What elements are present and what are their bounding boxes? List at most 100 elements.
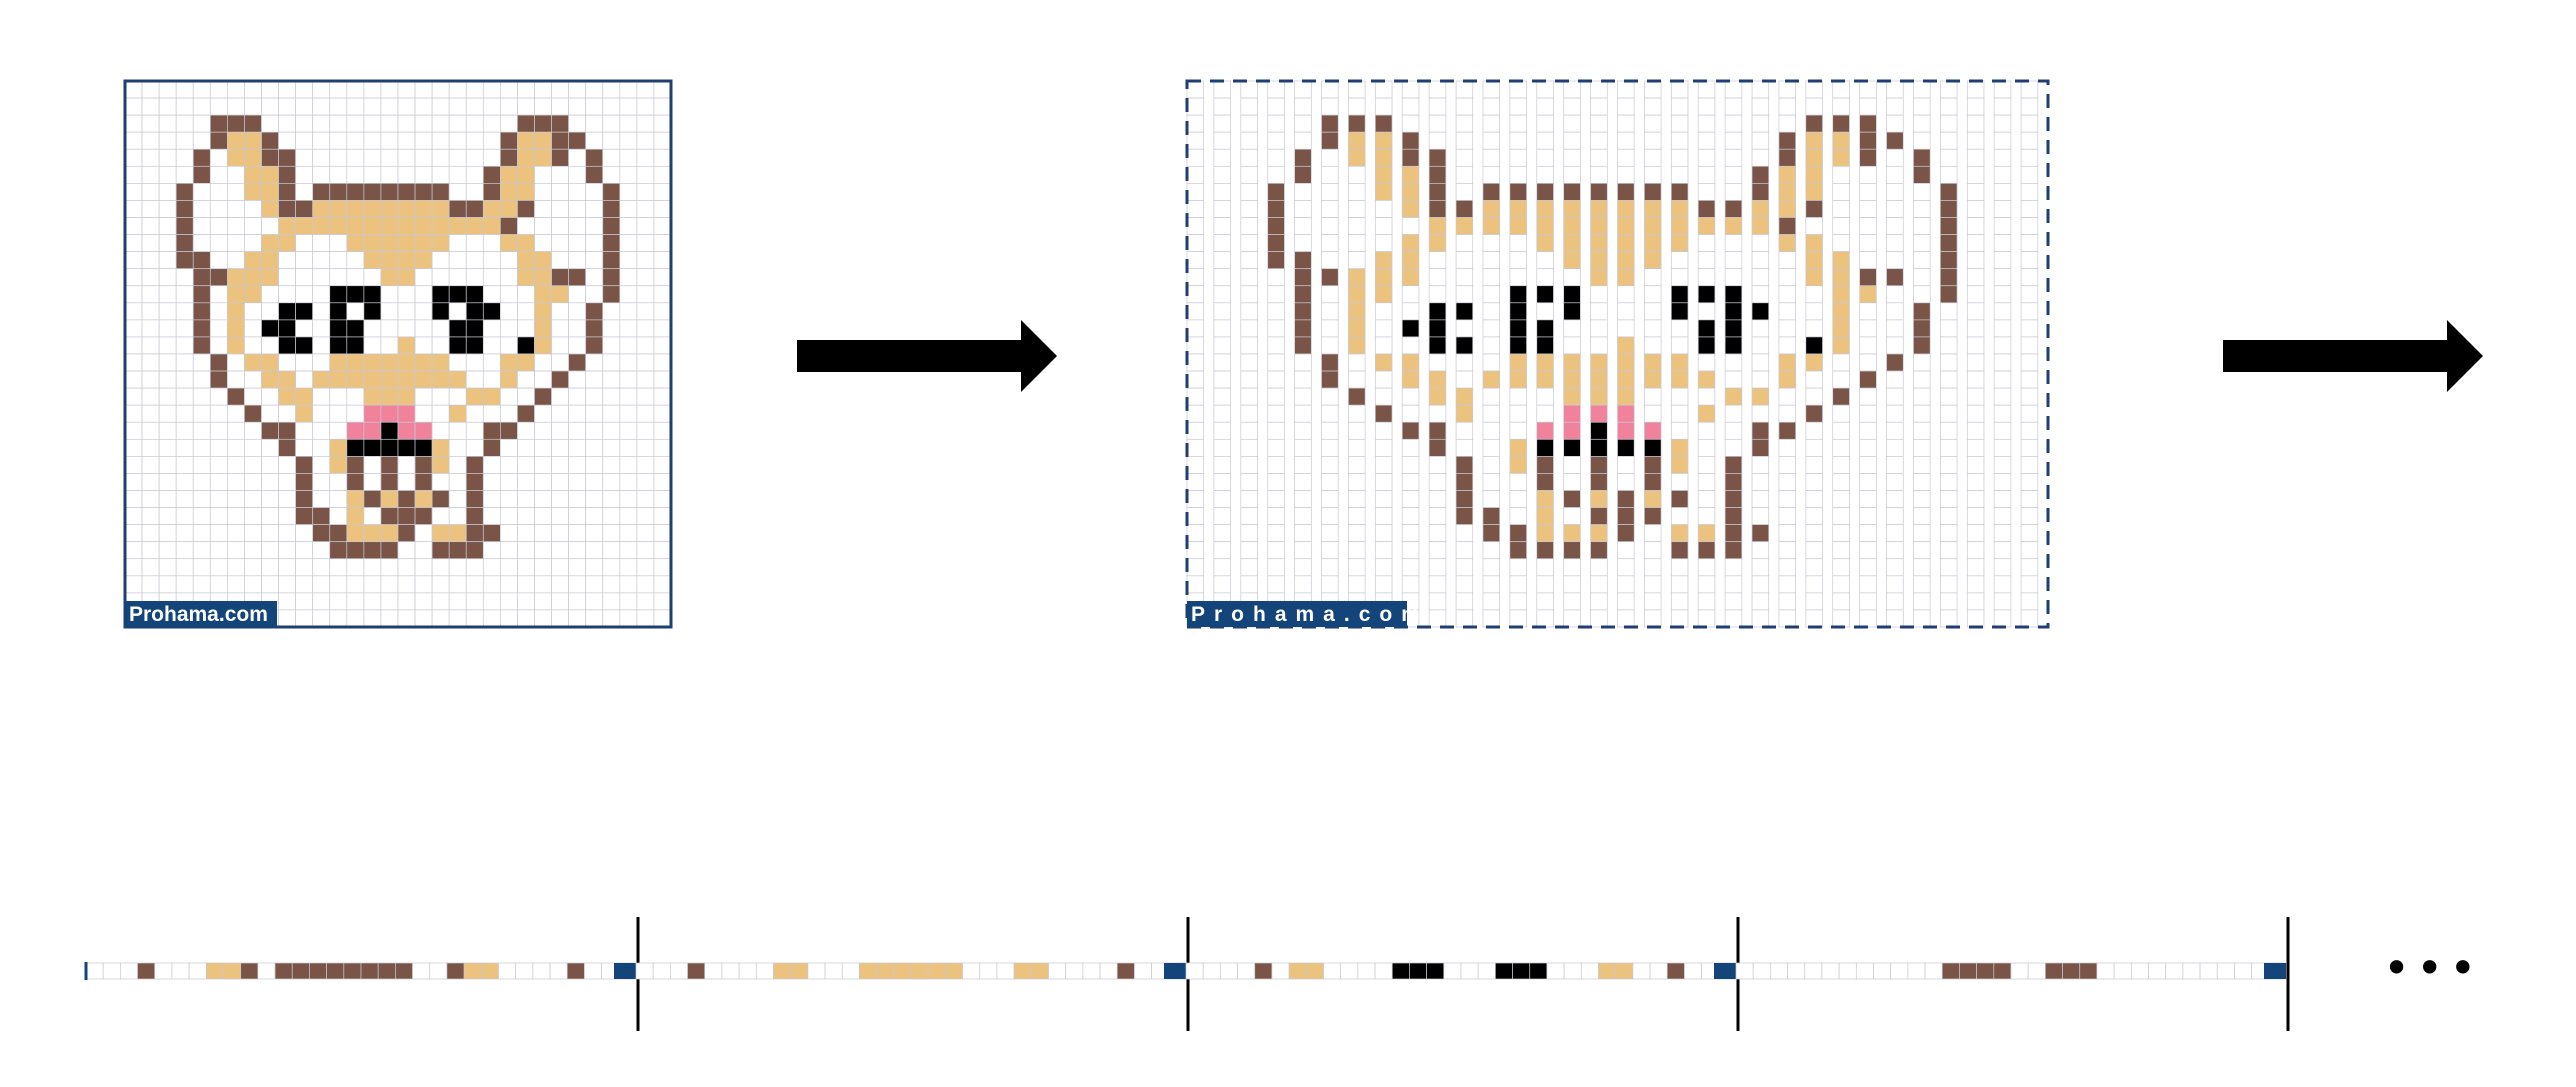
shuffled-pixel xyxy=(1294,370,1312,389)
shuffled-pixel xyxy=(1805,541,1823,560)
pixel xyxy=(585,438,604,457)
pixel xyxy=(312,609,331,628)
strip-pixel xyxy=(1993,962,2012,980)
pixel xyxy=(619,387,638,406)
pixel xyxy=(141,353,160,372)
pixel xyxy=(500,609,518,628)
pixel xyxy=(261,558,279,577)
shuffled-pixel xyxy=(1482,404,1500,423)
pixel xyxy=(244,80,262,99)
pixel xyxy=(500,114,518,133)
shuffled-pixel xyxy=(1321,438,1339,457)
pixel xyxy=(346,183,365,201)
shuffled-pixel xyxy=(1670,524,1689,543)
shuffled-pixel xyxy=(1913,592,1931,611)
shuffled-pixel xyxy=(1697,404,1716,423)
pixel xyxy=(278,524,296,543)
strip-pixel xyxy=(1632,962,1651,980)
shuffled-pixel xyxy=(1859,507,1877,525)
pixel xyxy=(431,80,450,99)
shuffled-pixel xyxy=(1644,387,1662,406)
pixel xyxy=(141,387,160,406)
shuffled-pixel xyxy=(1778,507,1796,525)
shuffled-pixel xyxy=(1859,131,1877,150)
pixel xyxy=(414,285,433,304)
shuffled-pixel xyxy=(1993,217,2012,235)
shuffled-pixel xyxy=(1913,200,1931,218)
pixel xyxy=(124,387,143,406)
shuffled-pixel xyxy=(1886,438,1904,457)
shuffled-pixel xyxy=(1778,336,1796,355)
pixel xyxy=(568,148,587,167)
pixel xyxy=(568,285,587,304)
pixel xyxy=(534,370,552,389)
pixel xyxy=(568,353,587,372)
shuffled-pixel xyxy=(1993,97,2012,116)
pixel xyxy=(363,575,382,594)
pixel xyxy=(448,234,467,252)
pixel xyxy=(124,148,143,167)
shuffled-pixel xyxy=(1455,473,1474,491)
pixel xyxy=(534,575,552,594)
pixel xyxy=(363,200,382,218)
pixel xyxy=(602,80,621,99)
pixel xyxy=(175,524,194,543)
pixel xyxy=(602,234,621,252)
shuffled-pixel xyxy=(1724,524,1743,543)
shuffled-pixel xyxy=(1751,524,1770,543)
shuffled-pixel xyxy=(1401,234,1420,252)
shuffled-pixel xyxy=(1374,336,1393,355)
pixel xyxy=(312,217,331,235)
pixel xyxy=(175,353,194,372)
shuffled-pixel xyxy=(1240,319,1258,338)
pixel xyxy=(465,353,484,372)
strip-pixel xyxy=(1959,962,1977,980)
shuffled-pixel xyxy=(1751,507,1770,525)
shuffled-pixel xyxy=(1428,438,1447,457)
pixel xyxy=(602,438,621,457)
pixel xyxy=(517,421,535,440)
shuffled-pixel xyxy=(1321,285,1339,304)
pixel xyxy=(209,575,228,594)
shuffled-pixel xyxy=(1482,319,1500,338)
pixel xyxy=(585,353,604,372)
shuffled-pixel xyxy=(1428,80,1447,99)
shuffled-pixel xyxy=(1401,131,1420,150)
strip-pixel xyxy=(240,962,259,980)
pixel xyxy=(244,183,262,201)
shuffled-pixel xyxy=(1724,131,1743,150)
shuffled-pixel xyxy=(1590,217,1608,235)
shuffled-pixel xyxy=(1321,404,1339,423)
shuffled-pixel xyxy=(1321,524,1339,543)
pixel xyxy=(209,387,228,406)
pixel xyxy=(431,541,450,560)
shuffled-pixel xyxy=(1805,421,1823,440)
shuffled-pixel xyxy=(1940,319,1958,338)
shuffled-pixel xyxy=(1751,131,1770,150)
shuffled-pixel xyxy=(1805,97,1823,116)
shuffled-pixel xyxy=(1966,183,1985,201)
pixel xyxy=(278,336,296,355)
shuffled-pixel xyxy=(1590,268,1608,287)
shuffled-pixel xyxy=(1186,421,1205,440)
shuffled-pixel xyxy=(1213,438,1231,457)
pixel xyxy=(585,148,604,167)
shuffled-pixel xyxy=(1294,251,1312,270)
shuffled-pixel xyxy=(1751,541,1770,560)
pixel xyxy=(500,541,518,560)
pixel xyxy=(636,234,655,252)
pixel xyxy=(346,97,365,116)
shuffled-pixel xyxy=(1644,609,1662,628)
pixel xyxy=(448,97,467,116)
pixel xyxy=(278,541,296,560)
shuffled-pixel xyxy=(1294,575,1312,594)
shuffled-pixel xyxy=(1294,319,1312,338)
shuffled-pixel xyxy=(1240,473,1258,491)
pixel xyxy=(227,165,245,184)
shuffled-pixel xyxy=(1913,609,1931,628)
shuffled-pixel xyxy=(1294,541,1312,560)
strip-pixel xyxy=(2062,962,2081,980)
shuffled-pixel xyxy=(1482,336,1500,355)
pixel xyxy=(500,268,518,287)
pixel xyxy=(141,114,160,133)
